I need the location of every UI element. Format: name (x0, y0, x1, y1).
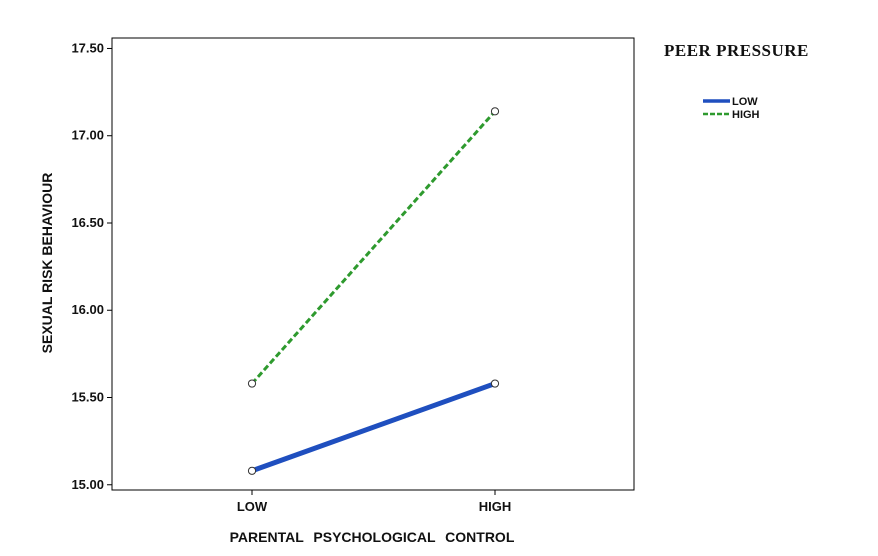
y-axis-title: SEXUAL RISK BEHAVIOUR (39, 173, 55, 354)
x-tick-label: HIGH (479, 499, 512, 514)
y-tick-label: 16.00 (71, 302, 104, 317)
data-point-high-high (490, 107, 500, 116)
series-line-high (250, 110, 497, 385)
data-point-high-low (247, 379, 257, 388)
series-layer (247, 107, 500, 475)
y-tick-label: 17.00 (71, 128, 104, 143)
legend-label-high: HIGH (732, 109, 760, 121)
series-line-low (249, 381, 498, 474)
x-tick-label: LOW (237, 499, 268, 514)
y-tick-label: 16.50 (71, 215, 104, 230)
data-point-low-high (490, 379, 500, 388)
legend-label-low: LOW (732, 96, 758, 108)
y-axis: 15.00 15.50 16.00 16.50 17.00 17.50 (71, 40, 112, 492)
plot-frame (111, 37, 635, 491)
y-tick-label: 15.50 (71, 390, 104, 405)
y-tick-label: 17.50 (71, 40, 104, 55)
x-axis: LOW HIGH (237, 490, 511, 514)
y-tick-label: 15.00 (71, 477, 104, 492)
legend-title: PEER PRESSURE (664, 41, 809, 60)
x-axis-title: PARENTAL PSYCHOLOGICAL CONTROL (230, 529, 515, 545)
data-point-low-low (247, 466, 257, 475)
plot-area (111, 37, 635, 491)
